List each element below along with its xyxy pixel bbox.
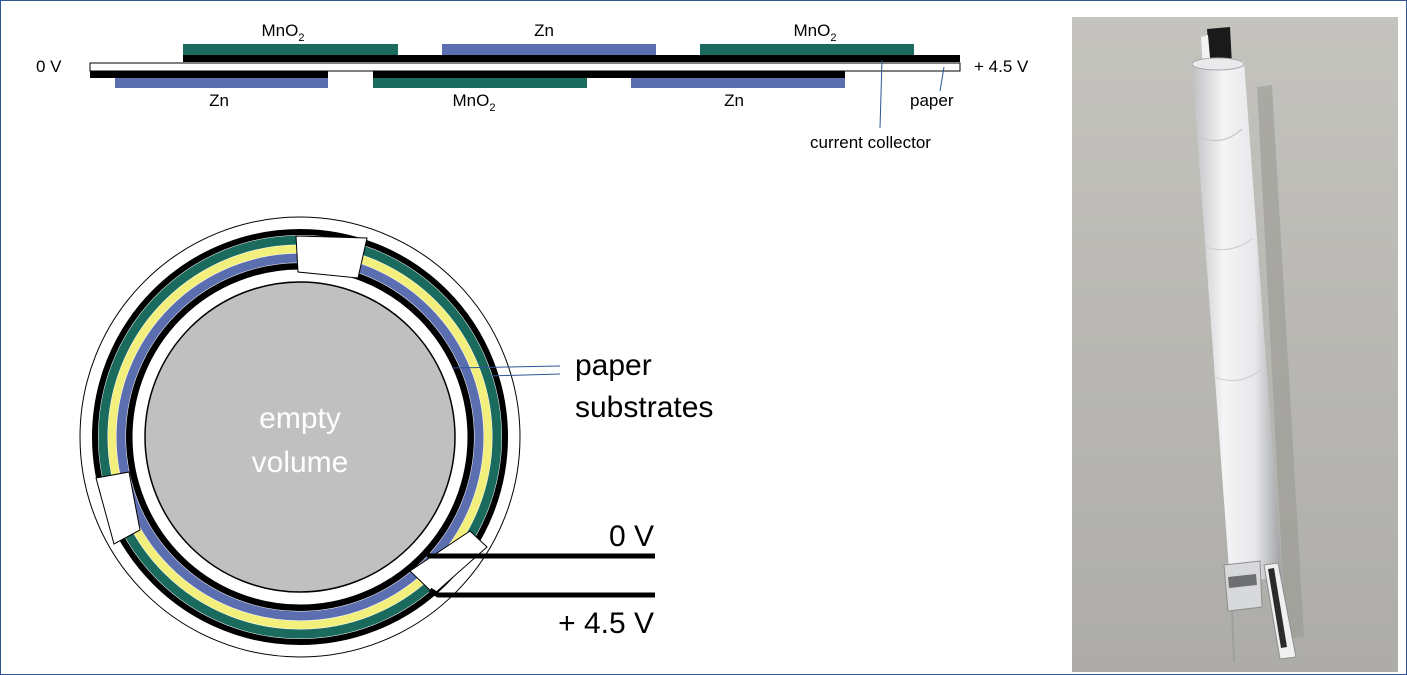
rolled-battery-illustration bbox=[1072, 17, 1398, 672]
top-left-voltage: 0 V bbox=[36, 57, 62, 76]
upper-electrode-zn bbox=[442, 44, 656, 55]
collector-label: current collector bbox=[810, 133, 931, 152]
lower-collector bbox=[373, 71, 845, 78]
cross-section: MnO2 Zn MnO2 Zn MnO2 Zn 0 V + 4.5 V pape… bbox=[36, 21, 1029, 152]
paper-strip bbox=[89, 62, 961, 72]
left-gap bbox=[95, 471, 141, 545]
upper-label-2: Zn bbox=[534, 21, 554, 40]
inner-terminal-voltage: 0 V bbox=[609, 520, 654, 553]
tube-seam bbox=[1205, 238, 1253, 251]
outer-collector-ring bbox=[92, 229, 508, 645]
tube-shadow bbox=[1257, 85, 1304, 639]
battery-photo bbox=[1072, 17, 1398, 672]
bottom-collector-strip bbox=[1228, 574, 1257, 588]
tube-seam bbox=[1199, 128, 1243, 142]
battery-diagram: MnO2 Zn MnO2 Zn MnO2 Zn 0 V + 4.5 V pape… bbox=[36, 21, 1029, 658]
top-electrode bbox=[1207, 27, 1232, 67]
top-gap bbox=[295, 235, 368, 279]
paper-label: paper bbox=[910, 91, 954, 110]
core-label-line1: empty bbox=[259, 402, 341, 435]
outer-terminal-voltage: + 4.5 V bbox=[558, 607, 654, 640]
lower-collector bbox=[90, 71, 328, 78]
lower-label-2: MnO2 bbox=[453, 91, 496, 114]
bottom-right-gap bbox=[409, 530, 488, 595]
lower-electrode-mno2 bbox=[373, 78, 587, 88]
collector-leader-line bbox=[879, 59, 883, 129]
bottom-dark-strip bbox=[1268, 568, 1287, 648]
lower-label-3: Zn bbox=[724, 91, 744, 110]
substrate-label-line1: paper bbox=[575, 349, 652, 382]
substrate-leader-1 bbox=[451, 365, 561, 369]
tube-seam bbox=[1213, 368, 1263, 382]
upper-electrode-mno2 bbox=[700, 44, 914, 55]
substrate-label-line2: substrates bbox=[575, 391, 713, 424]
substrate-leader-2 bbox=[488, 373, 561, 377]
rolled-view: empty volume paper substrates 0 V + 4.5 … bbox=[79, 216, 713, 658]
tube-body bbox=[1192, 61, 1282, 583]
top-right-voltage: + 4.5 V bbox=[974, 57, 1029, 76]
upper-label-1: MnO2 bbox=[262, 21, 305, 44]
inner-terminal-wire bbox=[421, 548, 655, 559]
core-label-line2: volume bbox=[252, 446, 349, 479]
outer-terminal-wire bbox=[428, 587, 655, 598]
lower-label-1: Zn bbox=[209, 91, 229, 110]
upper-collector bbox=[183, 55, 960, 62]
tube-top-rim bbox=[1191, 57, 1245, 71]
upper-label-3: MnO2 bbox=[794, 21, 837, 44]
lower-electrode-zn bbox=[631, 78, 845, 88]
bottom-wire-left bbox=[1231, 610, 1235, 663]
paper-leader-line bbox=[939, 66, 945, 92]
empty-core bbox=[144, 281, 456, 593]
lower-electrode-zn bbox=[115, 78, 328, 88]
upper-electrode-mno2 bbox=[183, 44, 398, 55]
